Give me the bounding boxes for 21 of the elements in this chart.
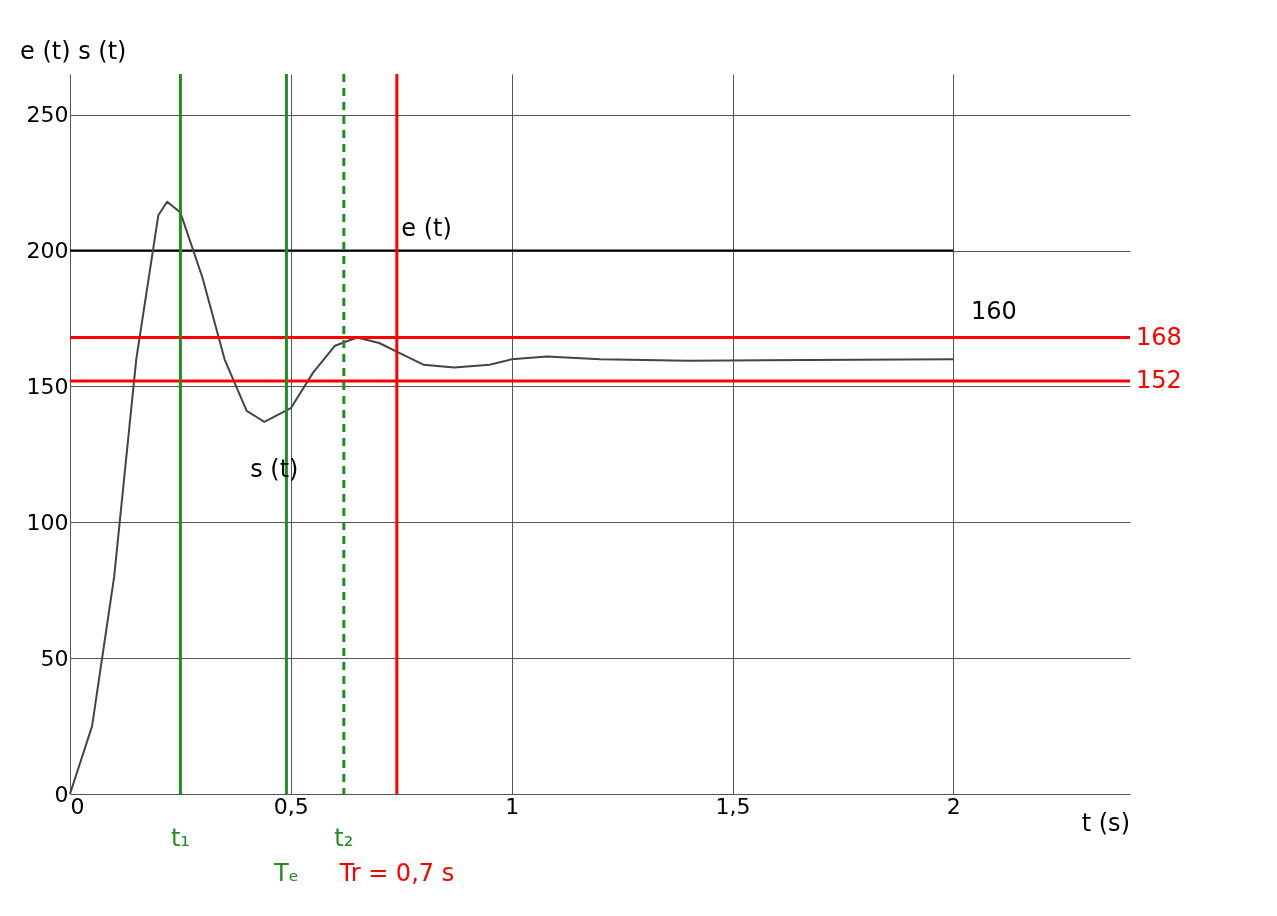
ref-line-label: Tr = 0,7 s [338,859,455,887]
y-axis-title: e (t) s (t) [20,37,127,65]
y-tick-label: 50 [40,645,69,671]
ref-line-label: 168 [1136,322,1182,351]
x-tick-label: 1,5 [715,793,751,819]
annotation: 160 [971,296,1017,325]
line-series [69,200,955,795]
ref-line-label: t₂ [334,824,354,852]
ref-line-label: 152 [1136,366,1182,395]
x-tick-label: 0,5 [273,793,309,819]
y-tick-label: 250 [26,102,69,128]
annotation: e (t) [401,213,452,242]
y-tick-label: 100 [26,509,69,535]
ref-line-label: Tₑ [273,859,299,887]
x-tick-label: 0 [70,793,85,819]
x-tick-label: 1 [505,793,520,819]
x-tick-label: 2 [946,793,961,819]
y-tick-label: 150 [26,373,69,399]
x-axis-title: t (s) [1081,809,1130,837]
ref-line-label: t₁ [170,824,190,852]
y-tick-label: 200 [26,238,69,264]
